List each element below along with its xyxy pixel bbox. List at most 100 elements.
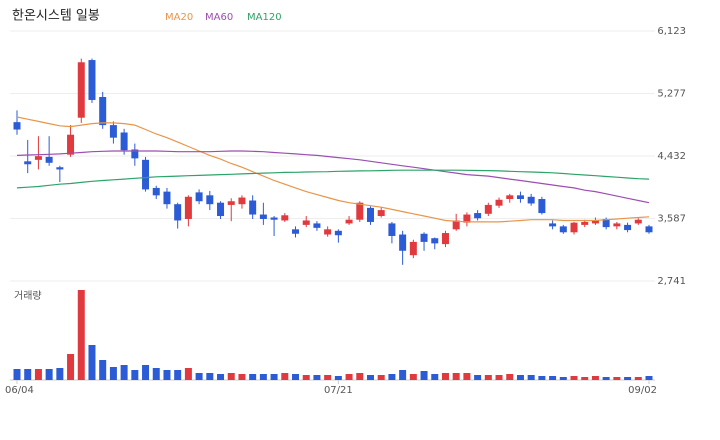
ma-line (16, 169, 650, 189)
volume-bar (377, 375, 385, 380)
volume-bar (538, 376, 546, 380)
candle-body (613, 223, 621, 227)
candle-body (217, 202, 225, 217)
volume-bar (99, 360, 107, 380)
volume-bar (67, 354, 75, 380)
volume-bar (624, 377, 632, 380)
volume-bar (516, 375, 524, 380)
candle-body (452, 220, 460, 230)
volume-bar (77, 290, 85, 380)
candle-body (645, 226, 653, 233)
volume-bar (13, 369, 21, 380)
candle-body (377, 210, 385, 217)
volume-bar (645, 376, 653, 380)
candle-body (67, 134, 75, 155)
candle-body (313, 223, 321, 228)
volume-bar (559, 377, 567, 380)
candle-body (345, 219, 353, 224)
candle-body (420, 233, 428, 242)
y-tick-label: 6,123 (657, 26, 686, 37)
volume-bar (613, 377, 621, 380)
candle-body (34, 156, 42, 160)
candle-body (109, 125, 117, 138)
volume-bar (88, 345, 96, 380)
candle-body (184, 196, 192, 219)
volume-bar (142, 365, 150, 380)
x-tick-label: 09/02 (628, 385, 657, 396)
candle-body (484, 204, 492, 214)
candle-body (634, 219, 642, 224)
volume-bar (356, 373, 364, 380)
volume-bar (441, 373, 449, 380)
candle-body (195, 192, 203, 202)
volume-bar (452, 373, 460, 380)
ma-line (16, 150, 650, 204)
volume-bar (217, 374, 225, 380)
candle-body (206, 195, 214, 205)
candle-body (24, 161, 32, 165)
candle-body (77, 62, 85, 118)
candle-body (591, 220, 599, 224)
volume-bar (549, 376, 557, 380)
candle-body (334, 230, 342, 236)
volume-bar (56, 368, 64, 380)
volume-bar (388, 374, 396, 380)
volume-bar (409, 374, 417, 380)
volume-bar (34, 369, 42, 380)
volume-bar (484, 375, 492, 380)
candle-body (13, 122, 21, 130)
candle-body (549, 223, 557, 227)
candle-body (88, 60, 96, 100)
volume-bar (324, 375, 332, 380)
candle-body (45, 156, 53, 163)
volume-bar (292, 374, 300, 380)
volume-bar (195, 373, 203, 380)
volume-bar (581, 377, 589, 380)
legend-entry: MA20 (165, 12, 193, 23)
volume-bar (45, 369, 53, 380)
y-tick-label: 3,587 (657, 213, 686, 224)
y-tick-label: 5,277 (657, 89, 686, 100)
candle-body (570, 222, 578, 233)
candle-body (474, 213, 482, 219)
volume-bar (366, 375, 374, 380)
candle-body (506, 195, 514, 200)
volume-bar (591, 376, 599, 380)
candle-body (152, 187, 160, 196)
candle-body (431, 238, 439, 244)
volume-bar (163, 370, 171, 380)
candle-body (227, 201, 235, 205)
volume-bar (420, 371, 428, 380)
volume-bar (249, 374, 257, 380)
volume-bar (313, 375, 321, 380)
candle-body (538, 199, 546, 214)
volume-bar (602, 377, 610, 380)
volume-bar (120, 365, 128, 380)
candle-body (174, 204, 182, 221)
candle-body (366, 207, 374, 222)
candle-body (292, 229, 300, 234)
chart-title: 한온시스템 일봉 (12, 9, 100, 24)
volume-label: 거래량 (14, 290, 42, 302)
y-tick-label: 4,432 (657, 151, 686, 162)
ma-line (16, 116, 650, 223)
volume-bar (334, 376, 342, 380)
volume-bar (206, 373, 214, 380)
candle-body (238, 197, 246, 205)
candle-body (602, 218, 610, 228)
volume-bar (174, 370, 182, 380)
legend-entry: MA120 (247, 12, 282, 23)
candle-body (356, 202, 364, 220)
volume-bar (345, 374, 353, 380)
candle-body (163, 191, 171, 205)
candle-body (388, 223, 396, 236)
volume-bar (634, 377, 642, 380)
volume-bar (270, 374, 278, 380)
volume-bar (281, 373, 289, 380)
volume-bar (302, 375, 310, 380)
volume-bar (131, 370, 139, 380)
volume-bar (527, 375, 535, 380)
volume-bar (506, 374, 514, 380)
candle-body (56, 167, 64, 170)
volume-bar (463, 373, 471, 380)
